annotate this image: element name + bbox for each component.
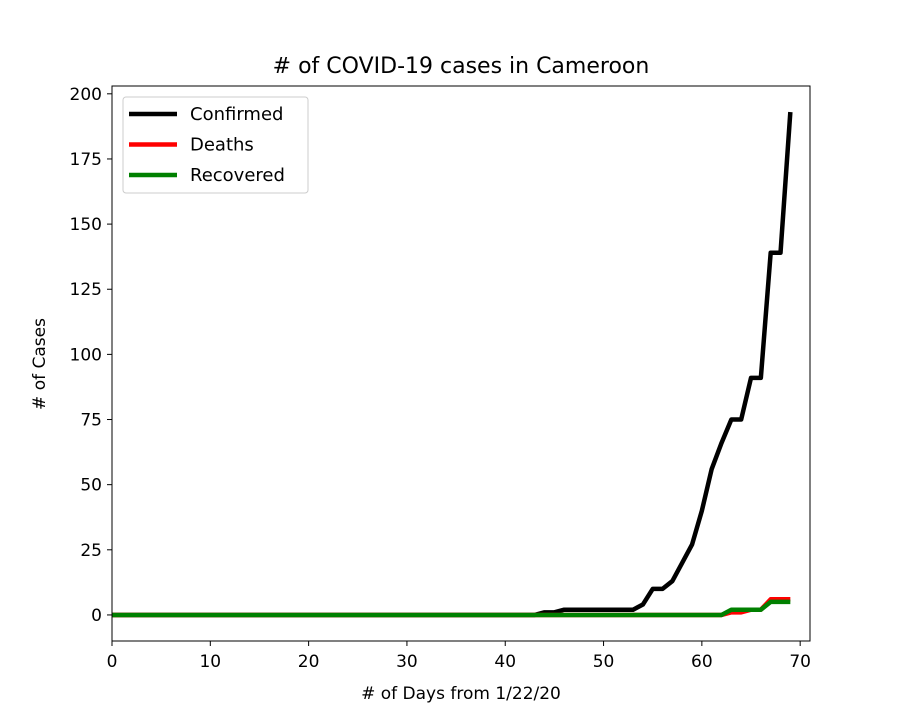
legend-label-confirmed: Confirmed [190, 104, 283, 125]
legend-box [122, 96, 309, 194]
y-tick-label: 50 [80, 476, 102, 496]
series-line-recovered [112, 599, 791, 618]
y-axis-label: # of Cases [30, 318, 50, 410]
x-axis-ticks: 0 10 20 30 40 50 60 70 [107, 641, 811, 672]
y-tick-label: 200 [70, 85, 102, 105]
x-tick-label: 60 [691, 652, 713, 672]
y-tick-label: 175 [70, 150, 102, 170]
x-tick-label: 0 [107, 652, 118, 672]
y-tick-label: 150 [70, 215, 102, 235]
legend-label-recovered: Recovered [190, 165, 285, 186]
x-tick-label: 40 [494, 652, 516, 672]
y-tick-label: 75 [80, 411, 102, 431]
y-axis-ticks: 0 25 50 75 100 125 150 175 200 [70, 85, 112, 626]
legend: Confirmed Deaths Recovered [122, 96, 309, 194]
y-tick-label: 0 [91, 606, 102, 626]
plot-lines [112, 111, 793, 618]
legend-label-deaths: Deaths [190, 135, 254, 156]
x-tick-label: 10 [199, 652, 221, 672]
x-tick-label: 70 [789, 652, 811, 672]
chart-title: # of COVID-19 cases in Cameroon [273, 54, 650, 79]
series-line-deaths [112, 597, 791, 618]
x-tick-label: 50 [593, 652, 615, 672]
x-axis-label: # of Days from 1/22/20 [361, 684, 561, 704]
x-tick-label: 30 [396, 652, 418, 672]
plot-frame [111, 85, 811, 642]
y-tick-label: 125 [70, 280, 102, 300]
y-tick-label: 25 [80, 541, 102, 561]
y-tick-label: 100 [70, 345, 102, 365]
x-tick-label: 20 [298, 652, 320, 672]
